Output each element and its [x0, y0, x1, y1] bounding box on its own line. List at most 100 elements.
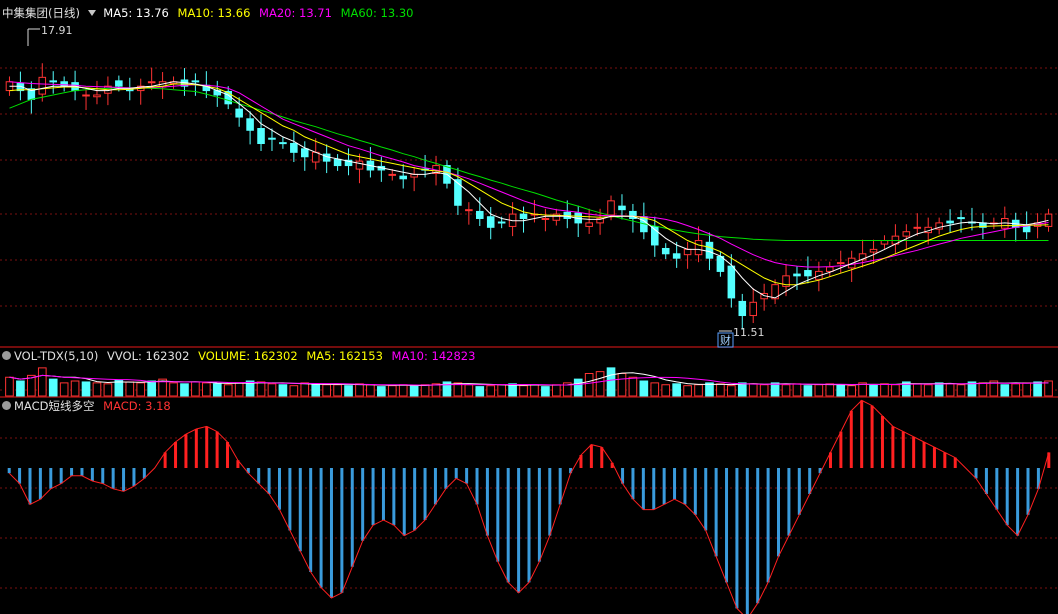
candle-body[interactable] [454, 179, 462, 206]
candle-body[interactable] [694, 240, 703, 256]
volume-bar[interactable] [705, 382, 714, 397]
volume-bar[interactable] [683, 385, 692, 397]
volume-bar[interactable] [552, 384, 561, 397]
candle-body[interactable] [683, 248, 692, 256]
candle-body[interactable] [629, 210, 637, 219]
volume-bar[interactable] [136, 382, 146, 397]
candle-body[interactable] [257, 128, 265, 145]
volume-bar[interactable] [606, 367, 616, 397]
candle-body[interactable] [60, 81, 68, 87]
candle-body[interactable] [301, 148, 309, 158]
volume-bar[interactable] [1044, 380, 1053, 397]
volume-bar[interactable] [453, 382, 463, 397]
candle-body[interactable] [476, 210, 484, 219]
volume-bar[interactable] [759, 384, 769, 397]
candle-body[interactable] [880, 240, 889, 245]
volume-bar[interactable] [344, 385, 353, 397]
volume-bar[interactable] [409, 385, 419, 397]
candle-body[interactable] [355, 160, 364, 170]
volume-bar[interactable] [311, 383, 321, 397]
volume-bar[interactable] [716, 383, 725, 397]
volume-bar[interactable] [1011, 383, 1021, 397]
candle-body[interactable] [957, 217, 965, 220]
volume-bar[interactable] [639, 380, 649, 397]
volume-bar[interactable] [212, 383, 222, 397]
volume-bar[interactable] [322, 384, 331, 397]
candle-body[interactable] [716, 255, 725, 272]
candle-body[interactable] [661, 247, 670, 255]
candle-body[interactable] [235, 108, 243, 118]
volume-bar[interactable] [661, 384, 671, 397]
candle-body[interactable] [585, 222, 593, 227]
volume-bar[interactable] [934, 382, 944, 397]
volume-bar[interactable] [836, 384, 846, 397]
volume-bar[interactable] [573, 378, 583, 397]
volume-bar[interactable] [989, 380, 999, 397]
price-panel[interactable] [5, 63, 1053, 330]
candle-body[interactable] [902, 231, 911, 237]
candle-body[interactable] [82, 94, 90, 97]
candle-body[interactable] [246, 118, 254, 131]
volume-bar[interactable] [595, 371, 605, 397]
volume-bar[interactable] [770, 382, 780, 397]
candle-body[interactable] [869, 248, 878, 253]
volume-bar[interactable] [398, 384, 408, 397]
event-marker-box[interactable] [717, 332, 734, 348]
volume-bar[interactable] [967, 381, 977, 397]
ma5-line[interactable] [9, 81, 1049, 299]
volume-bar[interactable] [420, 384, 430, 397]
volume-bar[interactable] [245, 380, 255, 397]
candle-body[interactable] [93, 94, 101, 98]
volume-bar[interactable] [803, 385, 813, 397]
volume-bar[interactable] [891, 384, 900, 397]
volume-bar[interactable] [945, 383, 955, 397]
volume-bar[interactable] [234, 382, 244, 397]
volume-bar[interactable] [202, 382, 211, 397]
candle-body[interactable] [618, 205, 626, 211]
volume-bar[interactable] [825, 383, 835, 397]
volume-bar[interactable] [497, 384, 506, 397]
volume-bar[interactable] [628, 376, 638, 397]
volume-bar[interactable] [59, 382, 69, 397]
candle-body[interactable] [344, 159, 353, 167]
candle-body[interactable] [1044, 213, 1053, 227]
candle-body[interactable] [836, 262, 845, 265]
candle-body[interactable] [486, 216, 495, 228]
candle-body[interactable] [858, 253, 867, 261]
volume-bar[interactable] [191, 381, 200, 397]
volume-bar[interactable] [530, 384, 539, 397]
volume-bar[interactable] [748, 383, 758, 397]
event-marker-label[interactable]: 财 [720, 333, 731, 347]
volume-bar[interactable] [70, 380, 80, 397]
indicator-toggle-icon[interactable] [2, 401, 11, 410]
volume-bar[interactable] [781, 384, 791, 397]
candle-body[interactable] [913, 226, 922, 229]
candle-body[interactable] [541, 217, 550, 220]
volume-bar[interactable] [256, 381, 266, 397]
ma60-line[interactable] [9, 87, 1049, 241]
volume-bar[interactable] [902, 381, 911, 397]
candle-body[interactable] [727, 265, 736, 299]
candle-body[interactable] [465, 209, 473, 212]
candle-body[interactable] [268, 137, 276, 140]
candle-body[interactable] [793, 273, 801, 277]
price-panel-title[interactable]: 中集集团(日线) [2, 6, 80, 20]
candle-body[interactable] [333, 158, 342, 167]
volume-bar[interactable] [562, 382, 572, 397]
candle-body[interactable] [497, 221, 506, 224]
candle-body[interactable] [49, 80, 57, 83]
volume-bar[interactable] [180, 383, 189, 397]
volume-bar[interactable] [289, 385, 299, 397]
volume-panel-title[interactable]: VOL-TDX(5,10) [14, 349, 99, 363]
volume-bar[interactable] [650, 382, 660, 397]
volume-bar[interactable] [81, 381, 91, 397]
volume-bar[interactable] [814, 384, 824, 397]
volume-bar[interactable] [792, 383, 802, 397]
volume-bar[interactable] [169, 382, 178, 397]
candle-body[interactable] [705, 241, 714, 259]
volume-bar[interactable] [912, 383, 922, 397]
volume-bar[interactable] [366, 384, 375, 397]
volume-bar[interactable] [464, 384, 474, 397]
candle-body[interactable] [388, 173, 397, 176]
